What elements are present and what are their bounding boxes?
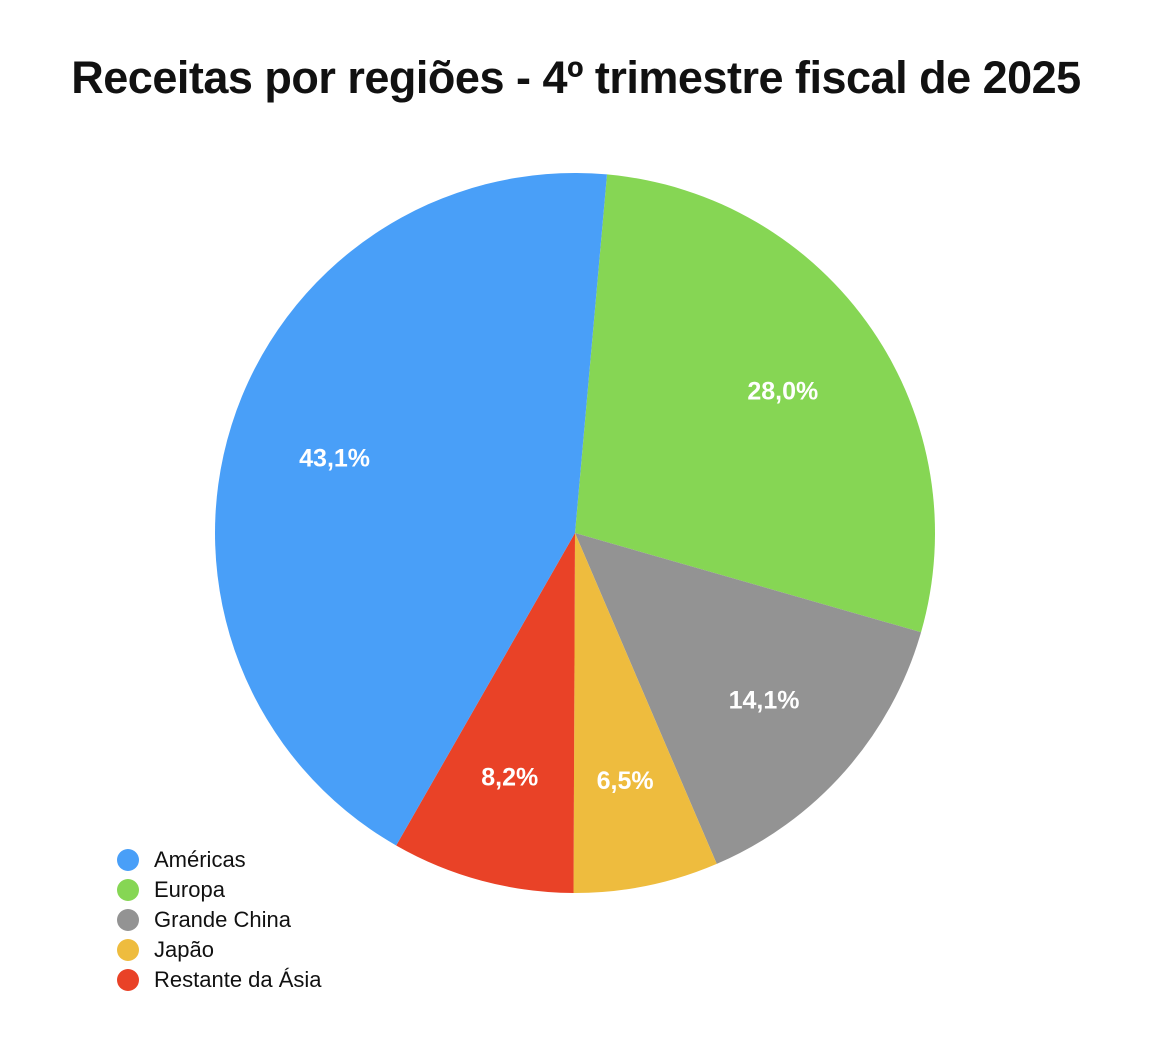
legend-swatch xyxy=(117,879,139,901)
legend-item: Europa xyxy=(117,875,322,905)
data-label: 8,2% xyxy=(481,763,538,791)
pie-slice-grande-china xyxy=(575,533,922,864)
legend-item: Grande China xyxy=(117,905,322,935)
pie-slice-jap-o xyxy=(573,533,717,893)
data-label: 6,5% xyxy=(597,767,654,795)
pie-slice-europa xyxy=(575,174,935,633)
legend-label: Américas xyxy=(154,847,246,872)
data-label: 14,1% xyxy=(729,687,800,715)
legend: Américas Europa Grande China Japão Restante … xyxy=(117,845,322,995)
chart-title: Receitas por regiões - 4º trimestre fisc… xyxy=(71,52,1081,103)
legend-swatch xyxy=(117,849,139,871)
legend-item: Restante da Ásia xyxy=(117,965,322,995)
data-label: 28,0% xyxy=(747,377,818,405)
legend-swatch xyxy=(117,969,139,991)
legend-swatch xyxy=(117,909,139,931)
legend-item: Japão xyxy=(117,935,322,965)
legend-item: Américas xyxy=(117,845,322,875)
legend-label: Restante da Ásia xyxy=(154,967,322,992)
legend-label: Europa xyxy=(154,877,225,902)
legend-label: Japão xyxy=(154,937,214,962)
legend-swatch xyxy=(117,939,139,961)
pie-slice-am-ricas xyxy=(215,173,608,846)
data-label: 43,1% xyxy=(299,444,370,472)
legend-label: Grande China xyxy=(154,907,291,932)
pie-slice-restante-da-sia xyxy=(396,533,575,893)
